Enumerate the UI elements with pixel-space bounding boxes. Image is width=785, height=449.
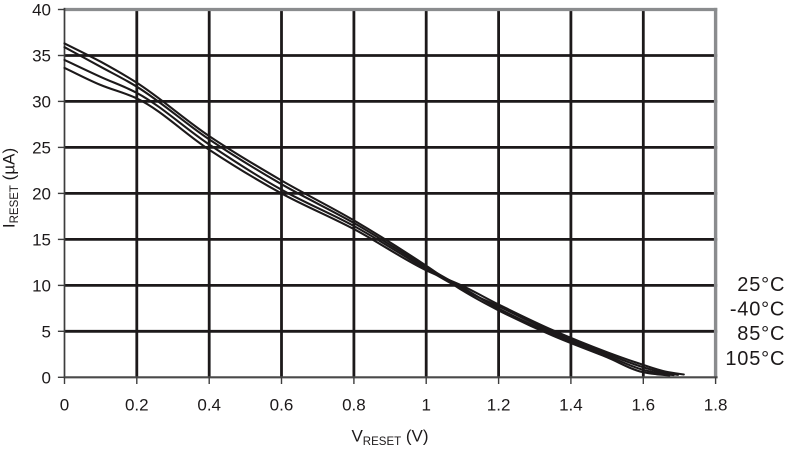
svg-text:85°C: 85°C xyxy=(737,323,785,345)
svg-text:15: 15 xyxy=(32,231,51,250)
svg-text:1.2: 1.2 xyxy=(487,396,511,415)
svg-text:20: 20 xyxy=(32,185,51,204)
svg-text:35: 35 xyxy=(32,47,51,66)
svg-text:10: 10 xyxy=(32,277,51,296)
svg-text:0: 0 xyxy=(60,396,69,415)
svg-text:1.8: 1.8 xyxy=(704,396,728,415)
svg-text:5: 5 xyxy=(42,322,51,341)
svg-text:25: 25 xyxy=(32,139,51,158)
svg-text:0.6: 0.6 xyxy=(270,396,294,415)
svg-text:1.4: 1.4 xyxy=(559,396,583,415)
svg-text:0.4: 0.4 xyxy=(197,396,221,415)
svg-text:25°C: 25°C xyxy=(737,274,785,296)
svg-text:0.8: 0.8 xyxy=(342,396,366,415)
svg-text:105°C: 105°C xyxy=(725,348,785,370)
svg-text:IRESET (µA): IRESET (µA) xyxy=(0,148,21,228)
svg-text:0.2: 0.2 xyxy=(125,396,149,415)
svg-text:1: 1 xyxy=(421,396,430,415)
svg-text:-40°C: -40°C xyxy=(730,299,785,321)
svg-text:0: 0 xyxy=(42,368,51,387)
svg-text:30: 30 xyxy=(32,93,51,112)
svg-text:40: 40 xyxy=(32,1,51,20)
svg-text:1.6: 1.6 xyxy=(631,396,655,415)
